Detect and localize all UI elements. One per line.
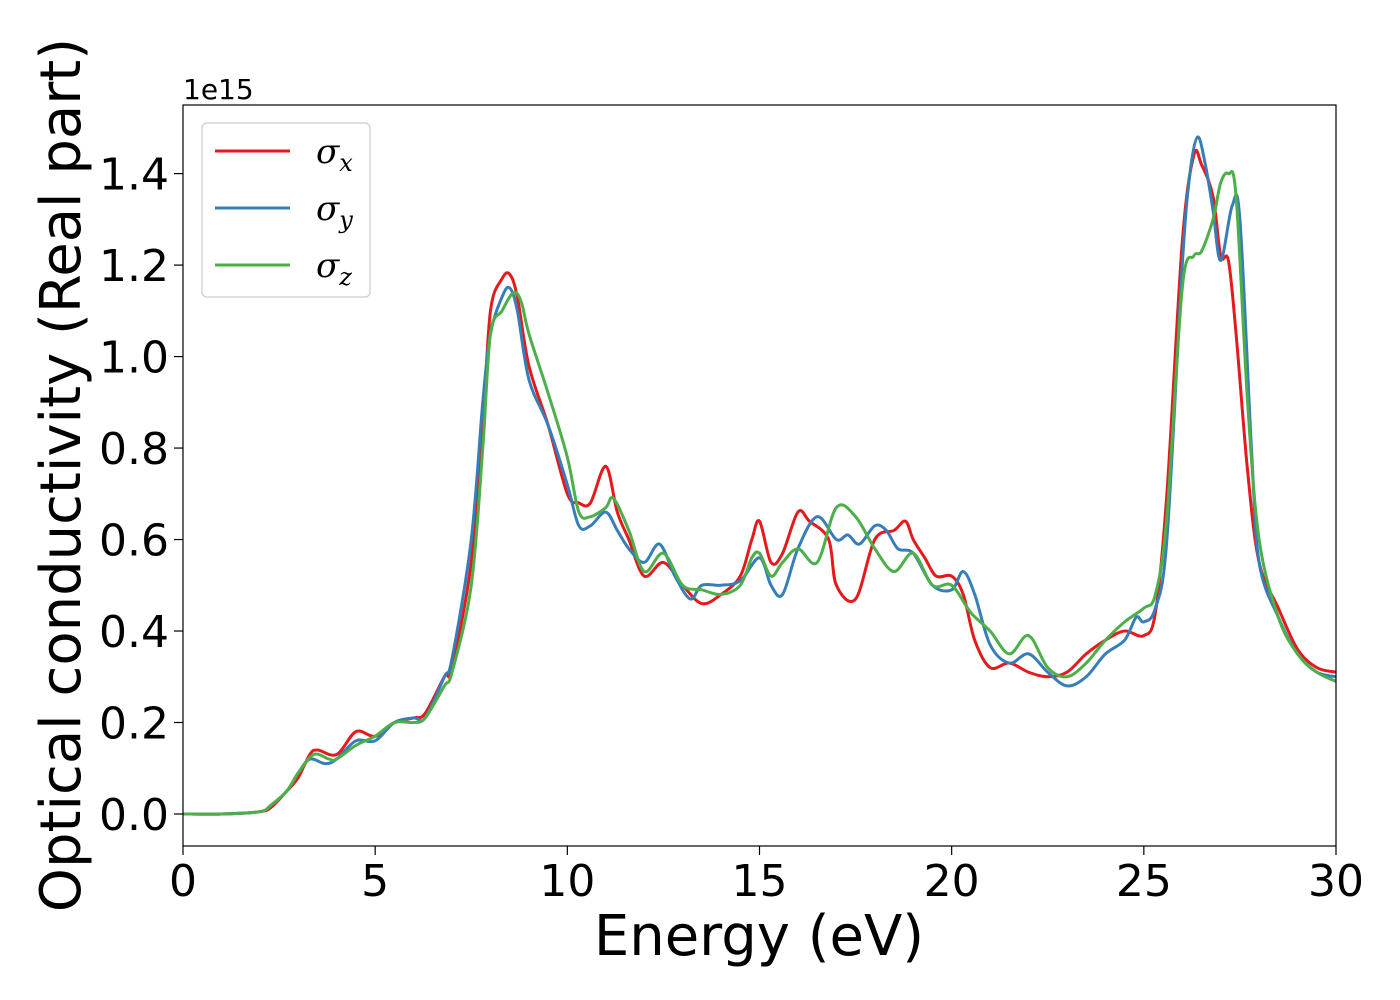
x-axis-ticks: 0 5 10 15 20 25 30 <box>169 846 1364 907</box>
x-tick-label: 20 <box>924 856 980 907</box>
y-tick-label: 1.0 <box>99 333 169 384</box>
y-tick-label: 0.0 <box>99 790 169 841</box>
x-tick-label: 30 <box>1308 856 1364 907</box>
x-tick-label: 10 <box>539 856 595 907</box>
y-tick-label: 0.4 <box>99 607 169 658</box>
y-tick-label: 1.2 <box>99 241 169 292</box>
x-tick-label: 0 <box>169 856 197 907</box>
y-axis-ticks: 0.0 0.2 0.4 0.6 0.8 1.0 1.2 1.4 <box>99 150 183 841</box>
series-line-sigma-x <box>183 148 1336 816</box>
x-tick-label: 5 <box>361 856 389 907</box>
y-tick-label: 0.6 <box>99 516 169 567</box>
series-line-sigma-z <box>183 170 1336 816</box>
y-tick-label: 1.4 <box>99 150 169 201</box>
x-axis-title: Energy (eV) <box>594 904 924 969</box>
legend-label-sigma-x: σx <box>316 132 353 177</box>
x-tick-label: 15 <box>732 856 788 907</box>
series-layer <box>183 135 1336 816</box>
legend-entries: σx σy σz <box>215 132 353 291</box>
x-tick-label: 25 <box>1116 856 1172 907</box>
legend-label-sigma-y: σy <box>316 189 353 234</box>
legend-label-sigma-z: σz <box>316 246 352 291</box>
legend: σx σy σz <box>201 122 371 298</box>
y-offset-label: 1e15 <box>183 73 254 106</box>
legend-frame <box>201 122 371 298</box>
y-tick-label: 0.8 <box>99 424 169 475</box>
y-axis-title: Optical conductivity (Real part) <box>29 38 94 912</box>
series-line-sigma-y <box>183 135 1336 816</box>
y-tick-label: 0.2 <box>99 699 169 750</box>
